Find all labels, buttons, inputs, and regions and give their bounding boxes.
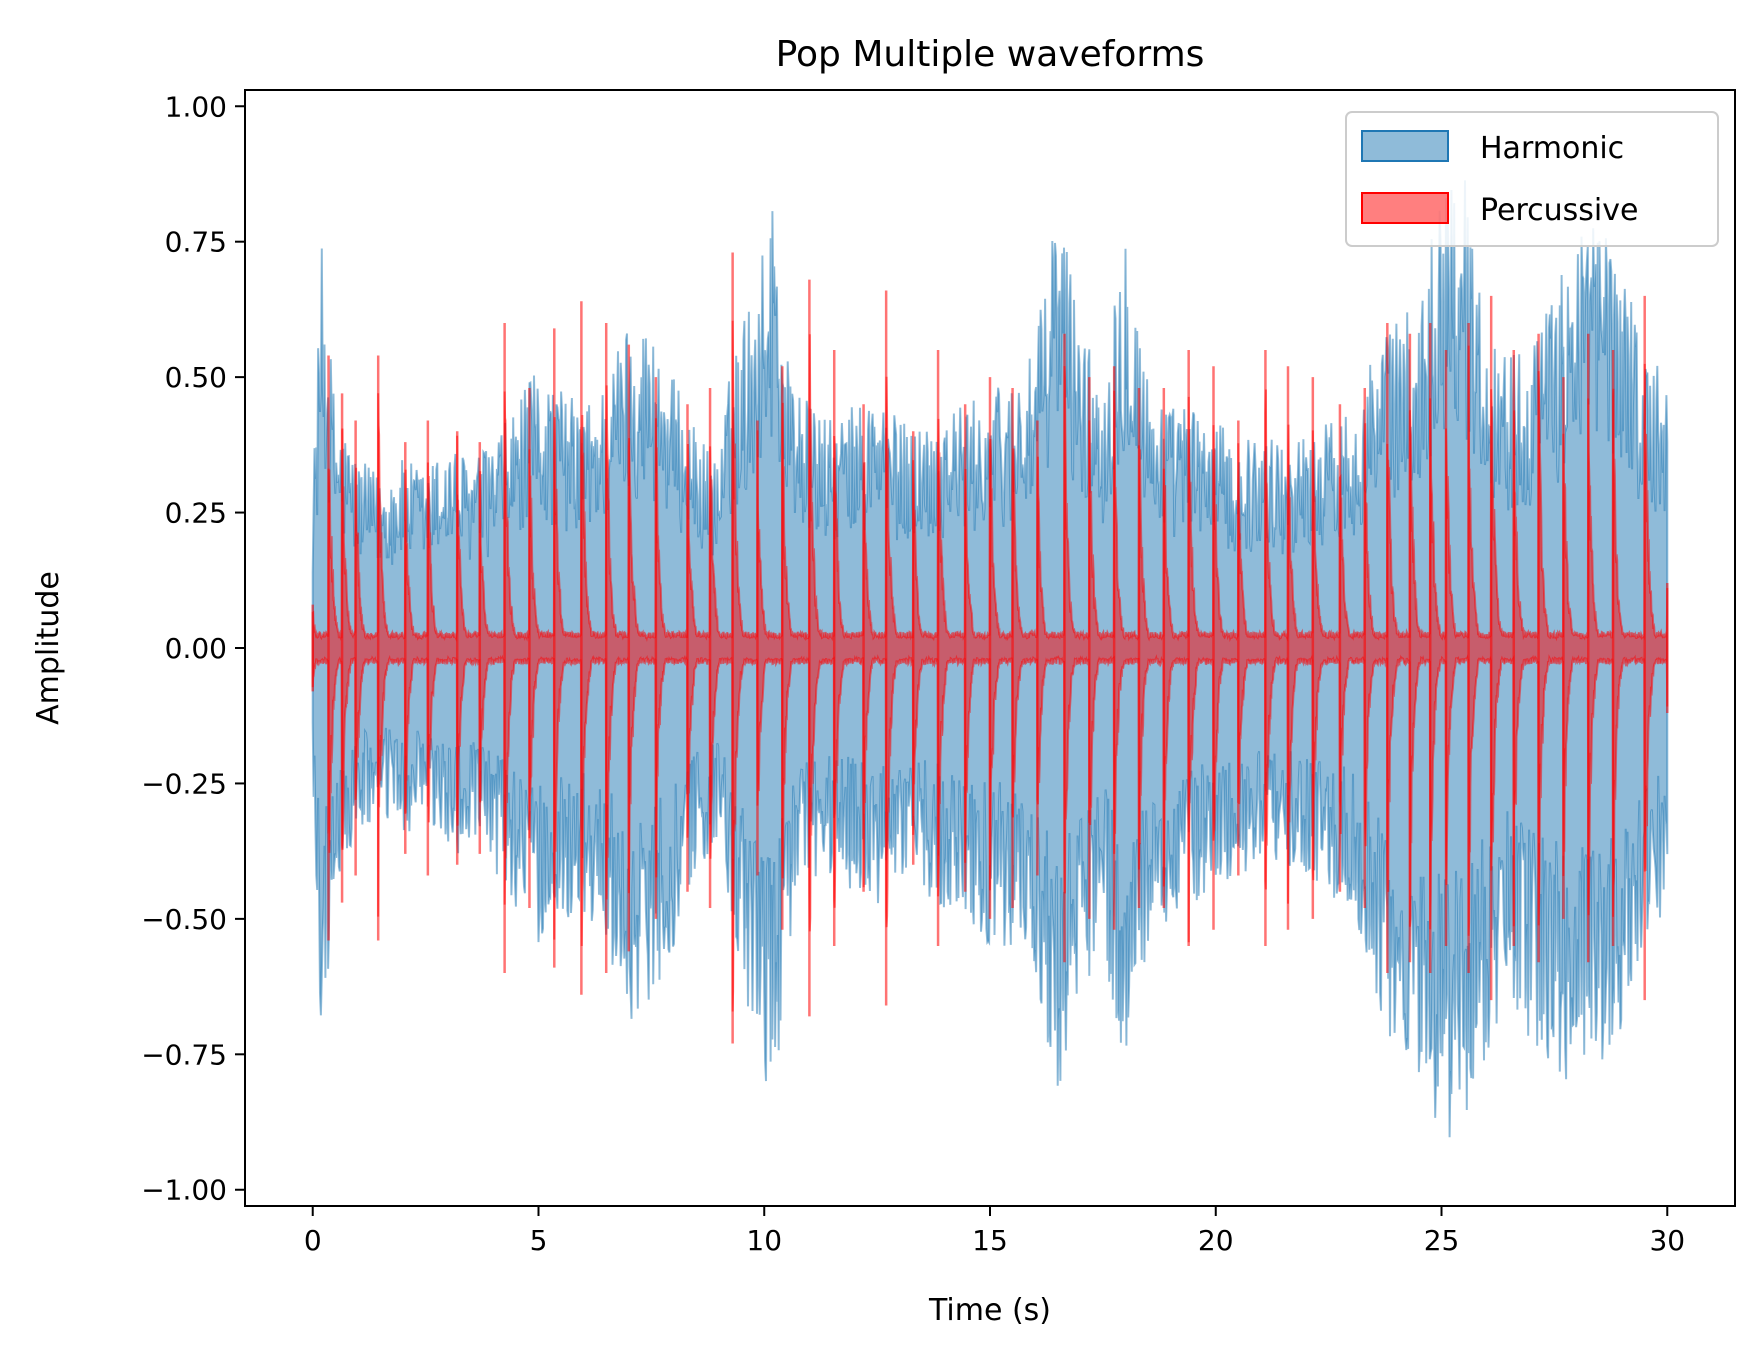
y-tick-label: −0.25: [141, 767, 227, 800]
x-tick-label: 15: [972, 1224, 1008, 1257]
y-tick-label: 0.50: [165, 361, 227, 394]
y-tick-label: 1.00: [165, 90, 227, 123]
x-tick-label: 20: [1198, 1224, 1234, 1257]
y-axis: 1.00 0.75 0.50 0.25 0.00 −0.25 −0.50 −0.75 −1.00: [141, 90, 245, 1207]
x-tick-label: 10: [746, 1224, 782, 1257]
x-axis: 0 5 10 15 20 25 30: [304, 1206, 1685, 1257]
legend-swatch-percussive: [1361, 192, 1449, 224]
y-tick-label: 0.25: [165, 497, 227, 530]
x-axis-label: Time (s): [928, 1293, 1051, 1328]
y-tick-label: 0.00: [165, 632, 227, 665]
x-tick-label: 5: [530, 1224, 548, 1257]
y-tick-label: −1.00: [141, 1174, 227, 1207]
y-tick-label: −0.75: [141, 1038, 227, 1071]
y-tick-label: −0.50: [141, 903, 227, 936]
legend: Harmonic Percussive: [1345, 111, 1719, 247]
legend-swatch-harmonic: [1361, 130, 1449, 162]
x-tick-label: 30: [1649, 1224, 1685, 1257]
x-tick-label: 25: [1424, 1224, 1460, 1257]
x-tick-label: 0: [304, 1224, 322, 1257]
y-tick-label: 0.75: [165, 226, 227, 259]
legend-label-percussive: Percussive: [1480, 193, 1638, 228]
chart-title: Pop Multiple waveforms: [776, 34, 1205, 75]
y-axis-label: Amplitude: [31, 571, 66, 725]
series-layer: [311, 180, 1669, 1138]
legend-label-harmonic: Harmonic: [1480, 131, 1624, 166]
